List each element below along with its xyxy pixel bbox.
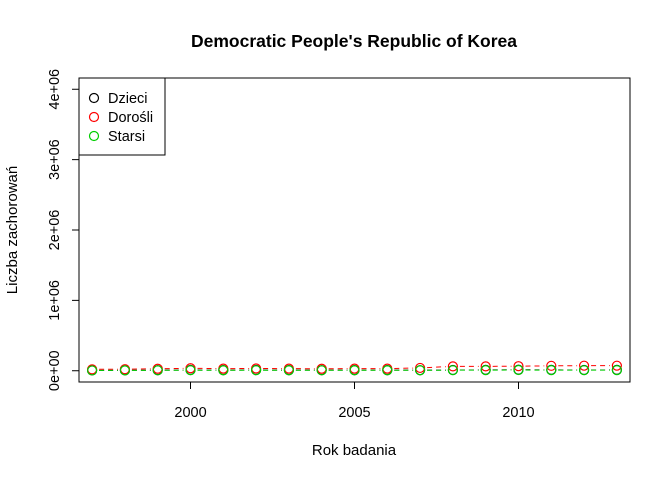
data-point <box>283 365 295 376</box>
data-point <box>546 365 557 376</box>
series-starsi <box>87 364 622 376</box>
data-point <box>447 365 458 376</box>
data-point <box>382 365 393 376</box>
data-point <box>546 360 557 371</box>
chart-title: Democratic People's Republic of Korea <box>191 31 517 51</box>
y-tick-label: 0e+00 <box>47 350 63 391</box>
series-dorośli <box>87 360 622 375</box>
data-point <box>513 361 524 372</box>
legend-marker <box>88 111 100 123</box>
plot-frame <box>78 77 631 383</box>
data-point <box>185 365 196 376</box>
data-point <box>611 365 622 376</box>
legend-label: Dorośli <box>108 110 153 126</box>
data-point <box>152 365 163 376</box>
data-point <box>349 365 360 376</box>
legend-label: Dzieci <box>108 91 147 107</box>
y-axis: 0e+00 1e+06 2e+06 3e+06 4e+06 <box>47 69 80 391</box>
x-tick-label: 2000 <box>174 405 206 421</box>
data-point <box>513 364 524 376</box>
data-point <box>414 365 426 376</box>
data-point <box>480 365 491 376</box>
x-axis: 2000 2005 2010 <box>174 381 535 421</box>
data-point <box>578 360 590 371</box>
legend-label: Starsi <box>108 129 145 145</box>
data-point <box>611 360 622 371</box>
x-tick-label: 2005 <box>338 405 370 421</box>
series-layer <box>87 360 622 376</box>
y-tick-label: 4e+06 <box>47 69 63 110</box>
series-segment <box>427 366 446 369</box>
y-tick-label: 2e+06 <box>47 210 63 251</box>
x-tick-label: 2010 <box>502 405 534 421</box>
data-point <box>447 361 458 372</box>
data-point <box>316 365 327 376</box>
y-tick-label: 3e+06 <box>47 139 63 180</box>
x-axis-label: Rok badania <box>312 442 397 459</box>
legend: Dzieci Dorośli Starsi <box>78 77 166 156</box>
data-point <box>578 365 590 376</box>
data-point <box>251 365 262 376</box>
data-point <box>480 361 491 372</box>
y-tick-label: 1e+06 <box>47 280 63 321</box>
data-point <box>87 365 98 376</box>
data-point <box>119 365 131 376</box>
legend-marker <box>88 130 100 142</box>
legend-marker <box>88 92 100 104</box>
data-point <box>218 365 229 376</box>
legend-box <box>78 77 166 156</box>
y-axis-label: Liczba zachorowań <box>4 166 21 294</box>
